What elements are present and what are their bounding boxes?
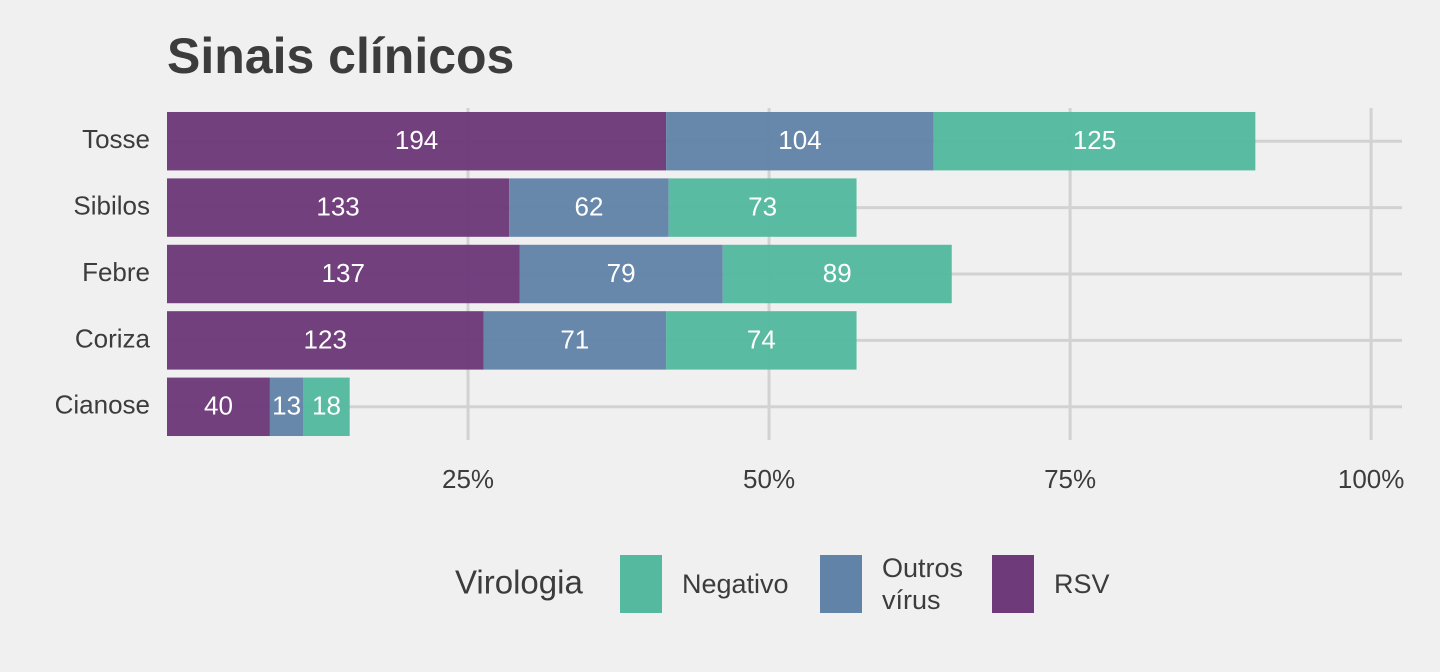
y-tick-label: Febre xyxy=(82,257,150,287)
bar-segment xyxy=(519,244,723,304)
y-tick-label: Sibilos xyxy=(73,190,150,220)
value-label: 137 xyxy=(322,258,365,288)
bar-segment xyxy=(167,377,270,437)
x-tick-label: 25% xyxy=(442,464,494,494)
bar-segment xyxy=(303,377,350,437)
legend-label: Outros vírus xyxy=(882,553,964,615)
bar-segment xyxy=(167,311,484,370)
value-label: 123 xyxy=(304,324,347,354)
legend-label: RSV xyxy=(1054,569,1110,599)
y-tick-label: Cianose xyxy=(55,390,150,420)
legend-label: Negativo xyxy=(682,569,789,599)
value-label: 125 xyxy=(1073,125,1116,155)
x-tick-label: 100% xyxy=(1338,464,1405,494)
bar-segment xyxy=(483,311,667,370)
value-label: 89 xyxy=(823,258,852,288)
legend-key xyxy=(620,555,662,613)
value-label: 104 xyxy=(778,125,821,155)
value-label: 13 xyxy=(272,391,301,421)
value-label: 74 xyxy=(747,324,776,354)
legend-key xyxy=(820,555,862,613)
value-label: 79 xyxy=(607,258,636,288)
value-label: 133 xyxy=(316,191,359,221)
bar-segment xyxy=(666,111,934,171)
legend-key xyxy=(992,555,1034,613)
x-tick-label: 75% xyxy=(1044,464,1096,494)
value-label: 40 xyxy=(204,391,233,421)
bar-segment xyxy=(668,178,857,237)
bar-segment xyxy=(167,178,510,237)
y-tick-label: Coriza xyxy=(75,323,151,353)
bar-segment xyxy=(167,244,520,304)
legend-title: Virologia xyxy=(455,564,583,601)
y-tick-label: Tosse xyxy=(82,124,150,154)
bar-segment xyxy=(933,111,1256,171)
value-label: 71 xyxy=(560,324,589,354)
value-label: 73 xyxy=(748,191,777,221)
chart-title: Sinais clínicos xyxy=(167,28,514,84)
bar-segment xyxy=(167,111,667,171)
value-label: 194 xyxy=(395,125,438,155)
bar-segment xyxy=(509,178,669,237)
bar-segment xyxy=(269,377,304,437)
value-label: 62 xyxy=(574,191,603,221)
bar-segment xyxy=(722,244,952,304)
x-tick-label: 50% xyxy=(743,464,795,494)
value-label: 18 xyxy=(312,391,341,421)
bar-segment xyxy=(666,311,857,370)
